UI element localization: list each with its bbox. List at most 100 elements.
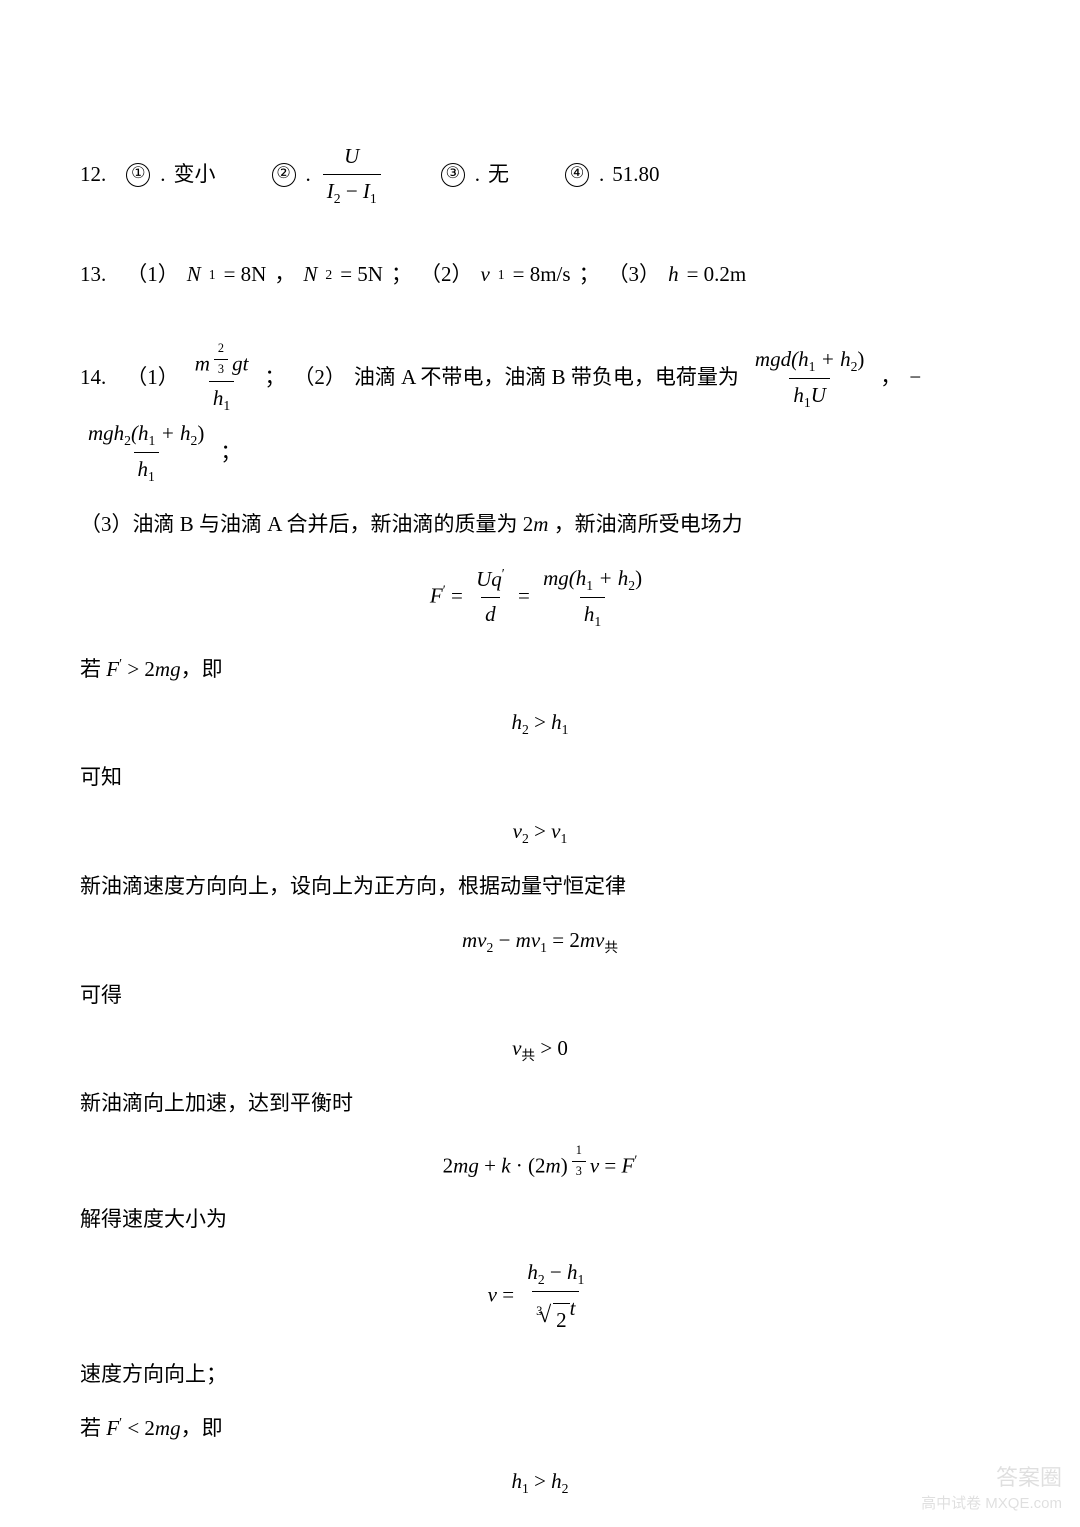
q14-eq1-f2-dhs: 1 [594,614,601,629]
q14-cmp2-vb: v [551,819,560,843]
q14-if1: 若 F′ > 2mg，即 [80,653,1000,687]
q14-eq1-f1d: d [481,597,500,632]
q14-p3-l1: 油滴 B 与油滴 A 合并后，新油滴的质量为 2 [133,512,534,536]
q14-bal-exp-t: 1 [572,1141,586,1161]
q14-bal-2: 2 [443,1153,454,1177]
q13-v1: v [480,258,489,292]
watermark-line2: 高中试卷 MXQE.com [921,1492,1062,1513]
q12-marker-3: ③ [441,163,465,187]
q14-p1-label: （1） [126,361,179,395]
q12-text-3: 无 [488,158,509,192]
q14-vfinal: v = h2 − h1 3√2t [80,1256,1000,1338]
problem-13: 13. （1） N1 = 8N ， N2 = 5N ； （2） v1 = 8m/… [80,258,1000,292]
q14-p2-q-close: ) [857,347,864,371]
q13-p1: （1） [126,258,179,292]
q14-bal-eq: = [599,1153,621,1177]
q14-bal-close: ) [561,1153,568,1177]
q14-if1-F: F [106,657,119,681]
q12-frac-num: U [344,144,359,168]
q14-mom-v2: v [531,928,540,952]
q14-if1-gt: > 2 [122,657,155,681]
q14-mom-s1: 1 [540,940,547,955]
q14-p2-q-den-h: h [793,383,804,407]
q12-number: 12. [80,158,106,192]
q14-kede: 可得 [80,979,1000,1013]
q14-accel: 新油滴向上加速，达到平衡时 [80,1087,1000,1121]
q14-cmp1-hb: h [551,710,562,734]
q14-solve: 解得速度大小为 [80,1203,1000,1237]
q14-p2-e-den-h: h [138,457,149,481]
q12-frac-den-b: I [363,179,370,203]
q14-mom-eq: mv2 − mv1 = 2mv共 [80,924,1000,959]
q12-frac-den-minus: − [341,179,363,203]
q14-p2-e-close: ) [197,421,204,445]
q14-vf-nm: − [545,1260,567,1284]
q14-p3-l1-tail: ，新油滴所受电场力 [548,512,742,536]
q14-mom-sc: 共 [604,940,618,955]
q12-frac-den-b-sub: 1 [370,191,377,206]
q14-eq1: F′ = Uq′d = mg(h1 + h2) h1 [80,562,1000,633]
problem-14: 14. （1） m23gt h1 ； （2） 油滴 A 不带电，油滴 B 带负电… [80,339,1000,1500]
q14-balance: 2mg + k · (2m)13v = F′ [80,1141,1000,1183]
q14-if2-mg: mg [155,1416,181,1440]
q14-cmp1-s2: 2 [522,723,529,738]
q14-dir-up: 速度方向向上； [80,1358,1000,1392]
q14-p2-q-num-pre: mgd(h [755,347,809,371]
q12-marker-4: ④ [565,163,589,187]
q13-v1-sub: 1 [498,264,505,286]
q14-bal-F: F [622,1153,635,1177]
q14-p1-h: h [213,386,224,410]
q12-frac-den-a: I [327,179,334,203]
q13-n2: N [303,258,317,292]
q14-p1-gt: gt [232,351,248,375]
q12-frac-den-a-sub: 2 [334,191,341,206]
q14-eq1-f2-close: ) [635,566,642,590]
q14-p2-label: （2） [293,361,346,395]
problem-12: 12. ① . 变小 ② . U I2 − I1 ③ . 无 ④ . 51.80 [80,140,1000,210]
q14-if2-lt: < 2 [122,1416,155,1440]
q14-if1-mg: mg [155,657,181,681]
q13-n1-val: = 8N [224,258,267,292]
q12-text-4: 51.80 [612,158,659,192]
q14-eq1-eq2: = [518,583,535,607]
q13-row: 13. （1） N1 = 8N ， N2 = 5N ； （2） v1 = 8m/… [80,258,1000,292]
q14-p2-e-plus: + h [155,421,190,445]
q12-marker-2: ② [272,163,296,187]
q14-cmp3-s1: 1 [522,1481,529,1496]
q14-p2-e-h2: 2 [124,433,131,448]
q14-mom-m3: m [580,928,595,952]
q14-p2-e-open: (h [131,421,149,445]
q13-h: h [668,258,679,292]
q13-semi2: ； [579,258,600,292]
q14-vf-nhb: h [567,1260,578,1284]
q14-bal-m: m [546,1153,561,1177]
watermark: 答案圈 高中试卷 MXQE.com [921,1460,1062,1513]
q14-p2-q-den-U: U [811,383,826,407]
q14-p3-line1: （3）油滴 B 与油滴 A 合并后，新油滴的质量为 2m ，新油滴所受电场力 [80,508,1000,542]
q14-cmp2-s2: 2 [522,831,529,846]
q14-eq1-F: F [430,583,443,607]
q14-p2-minus: − [909,361,921,395]
q13-n2-sub: 2 [325,264,332,286]
q14-mom-eq-sign: = 2 [547,928,580,952]
q14-cmp2-v: v [513,819,522,843]
q14-p3-label: （3） [80,512,133,536]
q14-bal-exp-b: 3 [572,1161,586,1182]
q14-mom-minus: − [493,928,515,952]
q14-vf-ns2: 2 [538,1273,545,1288]
q14-cmp3: h1 > h2 [80,1465,1000,1500]
q13-semi1: ； [391,258,412,292]
q13-comma1: ， [274,258,295,292]
q14-eq1-f1n: Uq [476,567,502,591]
q13-n1-sub: 1 [209,264,216,286]
q14-vf-rad: 2 [553,1303,570,1338]
q14-bal-v: v [590,1153,599,1177]
q14-mom-m2: m [516,928,531,952]
q14-vf-t: t [570,1296,576,1320]
q14-cmp1-h: h [512,710,523,734]
q14-bal-plus: + [479,1153,501,1177]
q14-p2-q-plus: + h [815,347,850,371]
q14-vc-sub: 共 [521,1048,535,1063]
q14-p2-comma: ， [880,361,901,395]
q13-v1-val: = 8m/s [513,258,571,292]
